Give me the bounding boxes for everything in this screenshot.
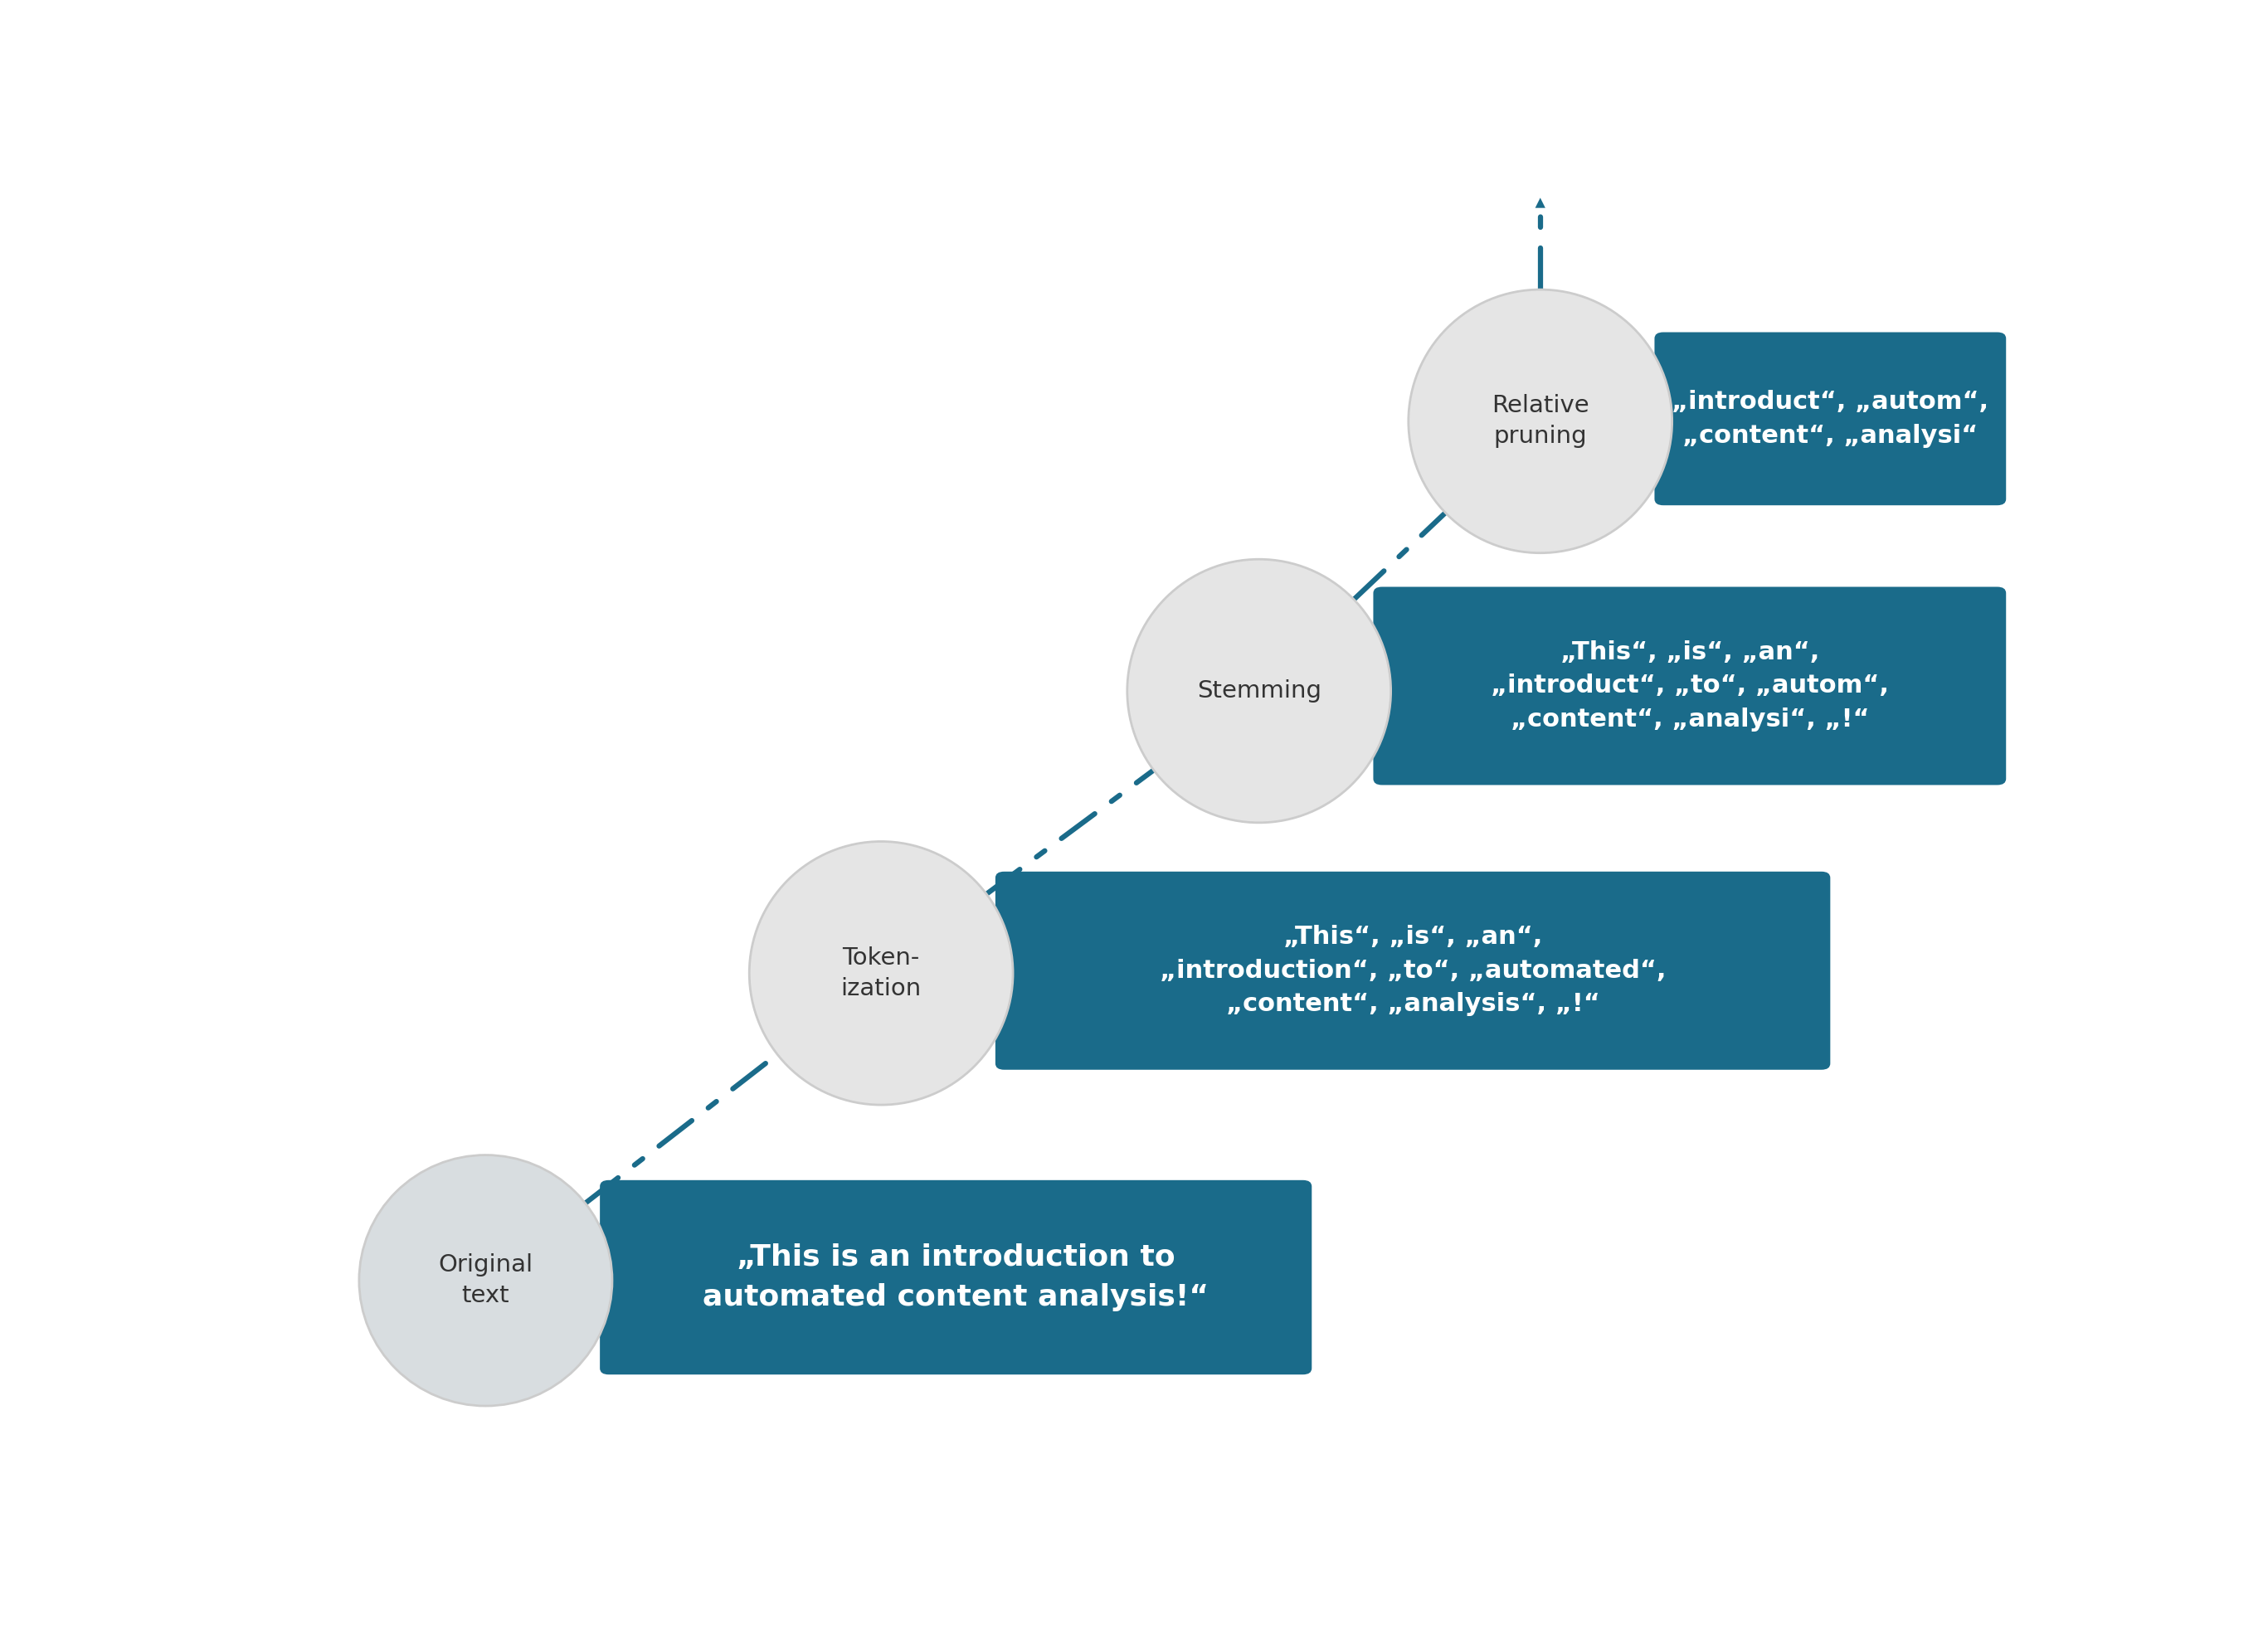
Text: „introduct“, „autom“,
„content“, „analysi“: „introduct“, „autom“, „content“, „analys…	[1672, 389, 1989, 448]
FancyBboxPatch shape	[996, 872, 1830, 1070]
Ellipse shape	[748, 842, 1014, 1104]
FancyBboxPatch shape	[1374, 586, 2007, 785]
Ellipse shape	[358, 1155, 612, 1406]
Text: Token-
ization: Token- ization	[841, 946, 921, 1000]
FancyBboxPatch shape	[1656, 332, 2007, 505]
FancyBboxPatch shape	[599, 1179, 1311, 1375]
Text: „This“, „is“, „an“,
„introduction“, „to“, „automated“,
„content“, „analysis“, „!: „This“, „is“, „an“, „introduction“, „to“…	[1159, 925, 1667, 1016]
Text: „This“, „is“, „an“,
„introduct“, „to“, „autom“,
„content“, „analysi“, „!“: „This“, „is“, „an“, „introduct“, „to“, „…	[1490, 640, 1889, 731]
Text: Stemming: Stemming	[1198, 679, 1322, 702]
Text: „This is an introduction to
automated content analysis!“: „This is an introduction to automated co…	[703, 1243, 1209, 1311]
Text: Original
text: Original text	[438, 1254, 533, 1308]
Ellipse shape	[1408, 290, 1672, 552]
Ellipse shape	[1127, 559, 1390, 823]
Text: Relative
pruning: Relative pruning	[1492, 394, 1590, 448]
